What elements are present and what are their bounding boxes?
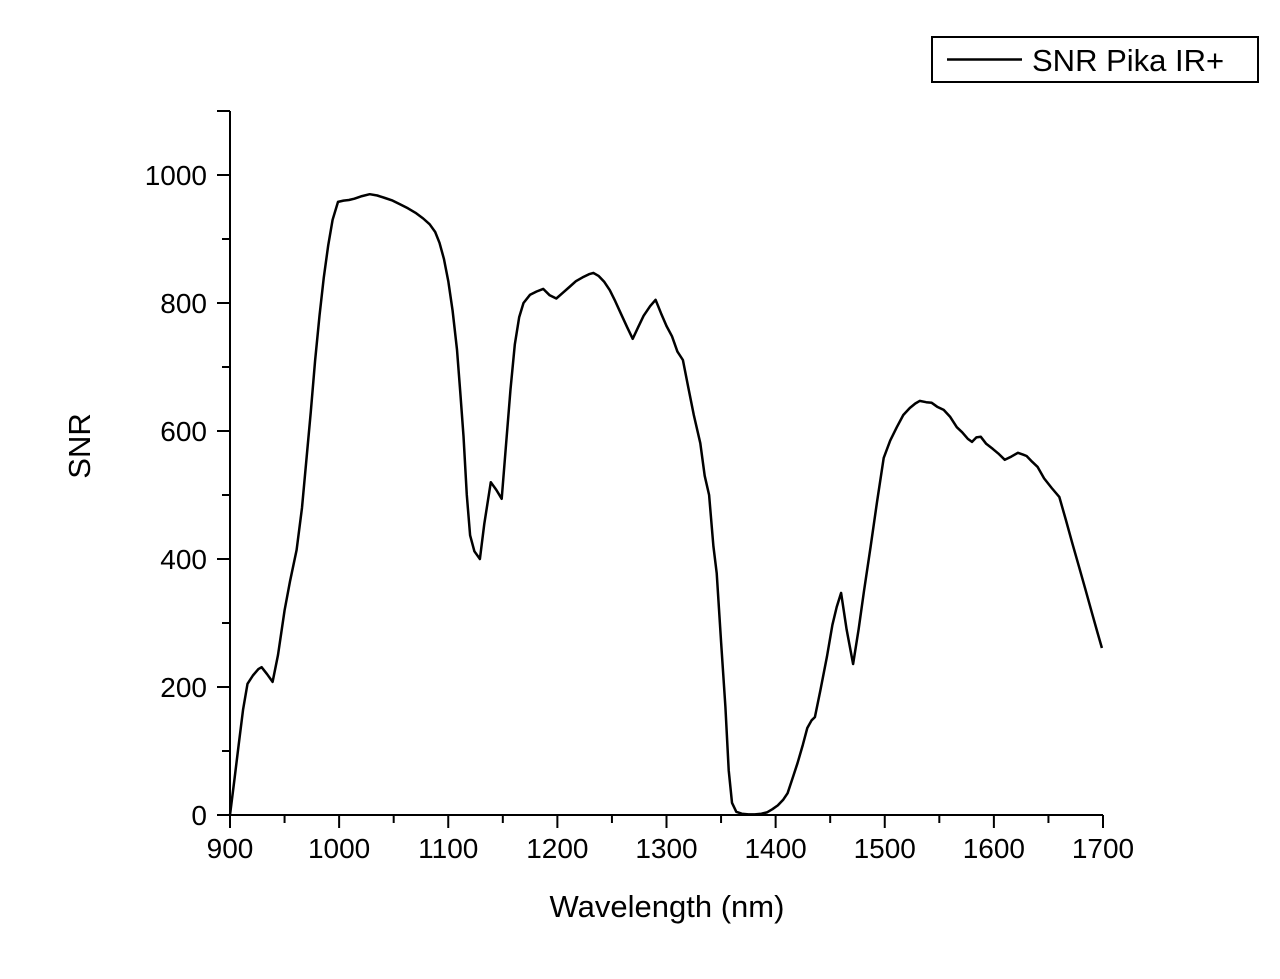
x-tick-label: 900 bbox=[207, 833, 254, 864]
y-tick-label: 200 bbox=[160, 672, 207, 703]
y-tick-label: 400 bbox=[160, 544, 207, 575]
y-tick-label: 1000 bbox=[145, 160, 207, 191]
x-tick-label: 1000 bbox=[308, 833, 370, 864]
y-axis-title: SNR bbox=[62, 413, 97, 478]
x-tick-label: 1300 bbox=[635, 833, 697, 864]
x-axis-title: Wavelength (nm) bbox=[550, 889, 785, 924]
x-tick-label: 1200 bbox=[526, 833, 588, 864]
y-tick-label: 0 bbox=[191, 800, 207, 831]
x-tick-label: 1100 bbox=[418, 833, 478, 864]
legend-label: SNR Pika IR+ bbox=[1032, 43, 1224, 78]
y-tick-label: 800 bbox=[160, 288, 207, 319]
x-tick-label: 1700 bbox=[1072, 833, 1134, 864]
axes: 900 1000 1100 1200 1300 1400 1500 1600 1700 0 200 4… bbox=[145, 110, 1134, 864]
y-tick-label: 600 bbox=[160, 416, 207, 447]
x-tick-label: 1500 bbox=[854, 833, 916, 864]
snr-curve bbox=[228, 192, 1104, 816]
legend: SNR Pika IR+ bbox=[931, 36, 1259, 83]
x-tick-label: 1400 bbox=[744, 833, 806, 864]
x-tick-label: 1600 bbox=[963, 833, 1025, 864]
data-curve-layer bbox=[228, 192, 1104, 816]
